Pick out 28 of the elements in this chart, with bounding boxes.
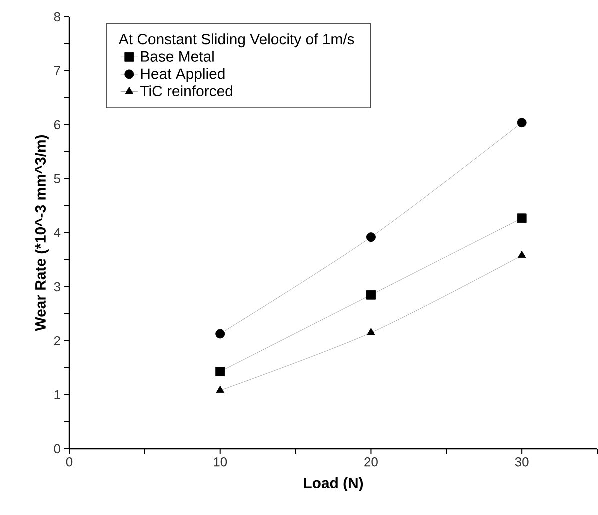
- legend-label: Base Metal: [141, 50, 214, 62]
- legend-label: TiC reinforced: [140, 86, 232, 97]
- point: [367, 328, 376, 336]
- x-tick-label: 10: [214, 458, 228, 467]
- point: [216, 367, 226, 377]
- y-tick-label: 3: [54, 282, 60, 292]
- point: [517, 118, 527, 128]
- point: [216, 386, 224, 394]
- legend-title: At Constant Sliding Velocity of 1m/s: [118, 34, 354, 48]
- point: [518, 250, 526, 258]
- point: [366, 232, 376, 242]
- legend-label: Heat Applied: [141, 68, 225, 82]
- y-tick-label: 7: [54, 66, 60, 76]
- x-tick-label: 0: [66, 458, 73, 467]
- y-tick-label: 4: [54, 228, 61, 238]
- y-axis-title: Wear Rate (*10^-3 mm^3/m): [35, 135, 49, 332]
- point: [517, 214, 527, 224]
- y-tick-label: 0: [54, 444, 60, 454]
- x-tick-label: 30: [515, 458, 529, 467]
- point: [366, 290, 376, 300]
- y-tick-label: 5: [54, 174, 60, 184]
- y-tick-label: 8: [54, 12, 60, 22]
- y-tick-label: 6: [54, 120, 60, 130]
- x-axis-title: Load (N): [304, 478, 364, 492]
- point: [216, 329, 226, 339]
- y-tick-label: 1: [54, 390, 60, 400]
- y-tick-label: 2: [54, 336, 60, 346]
- x-tick-label: 20: [364, 458, 378, 467]
